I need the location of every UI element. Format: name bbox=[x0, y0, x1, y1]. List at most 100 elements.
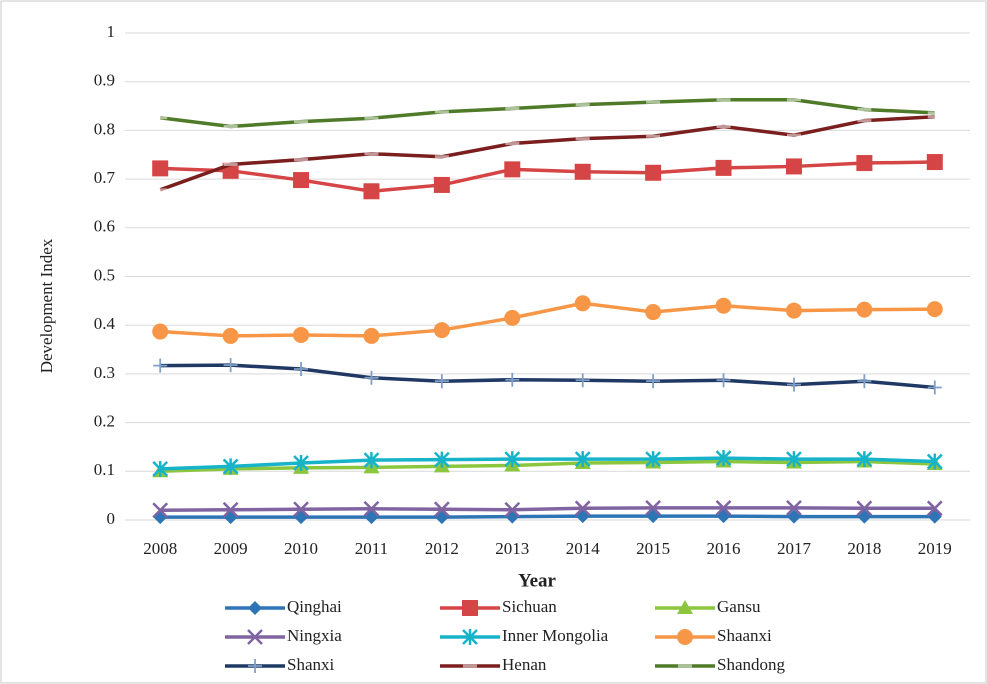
legend-label: Henan bbox=[502, 655, 547, 674]
series-line bbox=[160, 456, 935, 471]
marker bbox=[363, 500, 380, 517]
marker bbox=[152, 323, 169, 340]
marker bbox=[857, 374, 872, 389]
marker bbox=[856, 500, 873, 517]
y-tick-label: 0.4 bbox=[94, 314, 116, 333]
x-axis-label: Year bbox=[518, 570, 557, 591]
marker bbox=[856, 155, 873, 172]
legend-label: Qinghai bbox=[287, 597, 342, 616]
series-line bbox=[159, 115, 935, 192]
marker bbox=[433, 451, 450, 468]
x-tick-label: 2013 bbox=[495, 539, 529, 558]
x-tick-label: 2014 bbox=[566, 539, 601, 558]
marker bbox=[574, 500, 591, 517]
series-line bbox=[160, 363, 935, 390]
marker bbox=[504, 501, 521, 518]
x-tick-label: 2009 bbox=[214, 539, 248, 558]
series-line bbox=[160, 506, 935, 513]
series-line bbox=[160, 459, 935, 474]
y-tick-label: 0.8 bbox=[94, 119, 115, 138]
marker bbox=[645, 499, 662, 516]
marker bbox=[786, 377, 801, 392]
marker bbox=[504, 161, 521, 178]
y-tick-label: 0.6 bbox=[94, 217, 115, 236]
x-tick-label: 2012 bbox=[425, 539, 459, 558]
y-tick-label: 0 bbox=[107, 509, 116, 528]
marker bbox=[786, 499, 802, 516]
marker bbox=[433, 322, 450, 339]
legend-label: Shaanxi bbox=[717, 626, 772, 645]
marker bbox=[716, 373, 731, 388]
marker bbox=[433, 176, 450, 193]
marker bbox=[223, 358, 238, 373]
marker bbox=[715, 450, 732, 467]
legend-label: Gansu bbox=[717, 597, 761, 616]
marker bbox=[504, 309, 521, 326]
legend-marker bbox=[248, 601, 262, 615]
marker bbox=[574, 163, 591, 180]
marker bbox=[646, 374, 661, 389]
x-tick-label: 2019 bbox=[918, 539, 952, 558]
marker bbox=[715, 297, 732, 314]
marker bbox=[715, 159, 732, 176]
marker bbox=[222, 458, 239, 475]
marker bbox=[293, 172, 310, 189]
marker bbox=[293, 501, 309, 518]
marker bbox=[926, 500, 943, 517]
x-tick-label: 2016 bbox=[707, 539, 741, 558]
marker bbox=[222, 327, 239, 344]
series-line bbox=[160, 301, 935, 338]
marker bbox=[293, 326, 310, 343]
legend-marker bbox=[462, 629, 478, 645]
marker bbox=[715, 499, 732, 516]
marker bbox=[575, 373, 590, 388]
marker bbox=[222, 501, 239, 518]
marker bbox=[505, 372, 520, 387]
legend-label: Sichuan bbox=[502, 597, 557, 616]
marker bbox=[645, 451, 662, 468]
y-tick-label: 1 bbox=[107, 22, 116, 41]
marker bbox=[785, 158, 802, 175]
x-tick-label: 2010 bbox=[284, 539, 318, 558]
marker bbox=[927, 380, 942, 395]
series-line bbox=[160, 160, 935, 194]
marker bbox=[363, 452, 380, 469]
marker bbox=[152, 502, 169, 519]
legend-marker bbox=[247, 629, 263, 645]
marker bbox=[293, 455, 309, 472]
y-tick-label: 0.1 bbox=[94, 460, 115, 479]
marker bbox=[856, 301, 873, 318]
marker bbox=[785, 302, 802, 319]
y-tick-label: 0.5 bbox=[94, 265, 115, 284]
marker bbox=[645, 164, 662, 181]
marker bbox=[786, 451, 802, 468]
legend-marker bbox=[677, 600, 693, 614]
y-tick-label: 0.2 bbox=[94, 412, 115, 431]
marker bbox=[363, 183, 380, 200]
legend-label: Shanxi bbox=[287, 655, 335, 674]
legend-marker bbox=[462, 600, 478, 616]
marker bbox=[645, 304, 662, 321]
marker bbox=[434, 374, 449, 389]
x-tick-label: 2011 bbox=[355, 539, 388, 558]
y-tick-label: 0.3 bbox=[94, 363, 115, 382]
x-tick-label: 2018 bbox=[847, 539, 881, 558]
marker bbox=[363, 327, 380, 344]
y-tick-label: 0.7 bbox=[94, 168, 116, 187]
marker bbox=[504, 451, 521, 468]
x-tick-label: 2015 bbox=[636, 539, 670, 558]
y-axis-label: Development Index bbox=[37, 238, 56, 373]
legend-marker bbox=[677, 629, 693, 645]
marker bbox=[574, 295, 591, 312]
series-line bbox=[159, 97, 935, 129]
y-tick-label: 0.9 bbox=[94, 71, 115, 90]
marker bbox=[153, 358, 168, 373]
legend-label: Ningxia bbox=[287, 626, 342, 645]
marker bbox=[574, 451, 591, 468]
marker bbox=[926, 301, 943, 318]
marker bbox=[152, 460, 169, 477]
marker bbox=[364, 370, 379, 385]
series-line bbox=[160, 514, 935, 519]
